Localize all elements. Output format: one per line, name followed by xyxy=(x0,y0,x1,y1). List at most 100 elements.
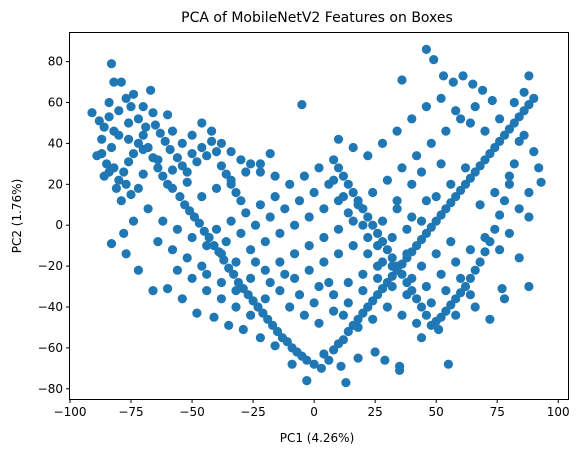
data-point xyxy=(104,167,114,177)
y-tick-label: 60 xyxy=(48,96,63,110)
data-point xyxy=(495,210,505,220)
data-point xyxy=(304,265,314,275)
data-point xyxy=(304,241,314,251)
data-point xyxy=(451,106,461,116)
data-point xyxy=(104,112,114,122)
data-point xyxy=(319,232,329,243)
data-point xyxy=(116,196,126,206)
data-point xyxy=(470,302,480,312)
data-point xyxy=(333,134,344,144)
data-point xyxy=(138,144,148,155)
data-point xyxy=(172,265,182,275)
data-point xyxy=(338,171,348,181)
data-point xyxy=(246,273,256,283)
data-point xyxy=(368,220,378,230)
data-point xyxy=(124,157,134,167)
data-point xyxy=(358,220,368,230)
data-point xyxy=(368,314,378,324)
data-point xyxy=(319,349,329,359)
data-point xyxy=(460,281,471,292)
data-point xyxy=(392,196,402,206)
data-point xyxy=(387,281,397,292)
data-point xyxy=(182,253,192,263)
data-point xyxy=(197,142,207,153)
data-point xyxy=(407,114,417,124)
data-point xyxy=(373,273,383,283)
data-point xyxy=(294,196,305,206)
data-point xyxy=(106,142,117,153)
data-point xyxy=(187,273,197,283)
data-point xyxy=(265,277,275,288)
data-point xyxy=(407,179,417,189)
data-point xyxy=(387,261,397,271)
data-point xyxy=(211,224,222,234)
data-point xyxy=(148,286,158,296)
data-point xyxy=(275,228,285,238)
data-point xyxy=(480,155,490,165)
data-point xyxy=(287,359,297,369)
data-point xyxy=(106,59,117,69)
data-point xyxy=(451,257,461,267)
data-point xyxy=(285,302,295,312)
data-point xyxy=(167,126,178,136)
data-point xyxy=(504,228,514,238)
data-point xyxy=(470,265,480,275)
data-point xyxy=(216,294,226,304)
data-point xyxy=(382,245,392,255)
data-point xyxy=(387,232,397,243)
data-point xyxy=(211,147,222,157)
data-point xyxy=(438,71,449,81)
x-tick-label: 75 xyxy=(490,405,505,419)
data-point xyxy=(377,138,388,148)
y-tick-label: 40 xyxy=(48,136,63,150)
data-point xyxy=(121,179,131,189)
data-point xyxy=(221,169,231,179)
data-point xyxy=(377,216,388,226)
data-point xyxy=(499,130,510,140)
data-point xyxy=(343,298,353,308)
data-point xyxy=(358,308,368,318)
data-point xyxy=(470,167,480,177)
data-point xyxy=(448,77,458,87)
data-point xyxy=(441,126,451,136)
data-point xyxy=(290,249,300,259)
data-point xyxy=(275,286,285,296)
data-point xyxy=(402,249,412,259)
y-tick-label: −80 xyxy=(38,382,63,396)
data-point xyxy=(519,87,529,97)
data-point xyxy=(336,361,346,371)
data-point xyxy=(285,179,295,189)
data-point xyxy=(465,173,475,183)
data-point xyxy=(155,128,165,138)
data-point xyxy=(194,218,204,228)
y-tick-label: 20 xyxy=(48,177,63,191)
data-point xyxy=(167,183,178,193)
data-point xyxy=(216,161,226,171)
data-point xyxy=(509,97,519,108)
data-point xyxy=(133,265,143,275)
data-point xyxy=(348,241,358,251)
data-point xyxy=(392,126,402,136)
data-point xyxy=(116,77,126,87)
data-point xyxy=(128,149,139,159)
data-point xyxy=(177,294,187,304)
data-point xyxy=(299,310,309,320)
data-point xyxy=(248,296,258,306)
data-point xyxy=(297,100,307,110)
data-point xyxy=(421,196,431,206)
data-point xyxy=(299,171,309,181)
data-point xyxy=(524,281,534,292)
data-point xyxy=(143,204,153,214)
data-point xyxy=(314,281,324,292)
data-point xyxy=(343,208,353,218)
data-point xyxy=(226,175,236,185)
data-point xyxy=(421,281,431,292)
data-point xyxy=(114,106,124,116)
data-point xyxy=(124,118,134,128)
data-point xyxy=(382,302,392,312)
data-point xyxy=(268,320,278,330)
data-point xyxy=(458,71,468,81)
data-point xyxy=(514,112,524,122)
data-point xyxy=(329,155,339,165)
